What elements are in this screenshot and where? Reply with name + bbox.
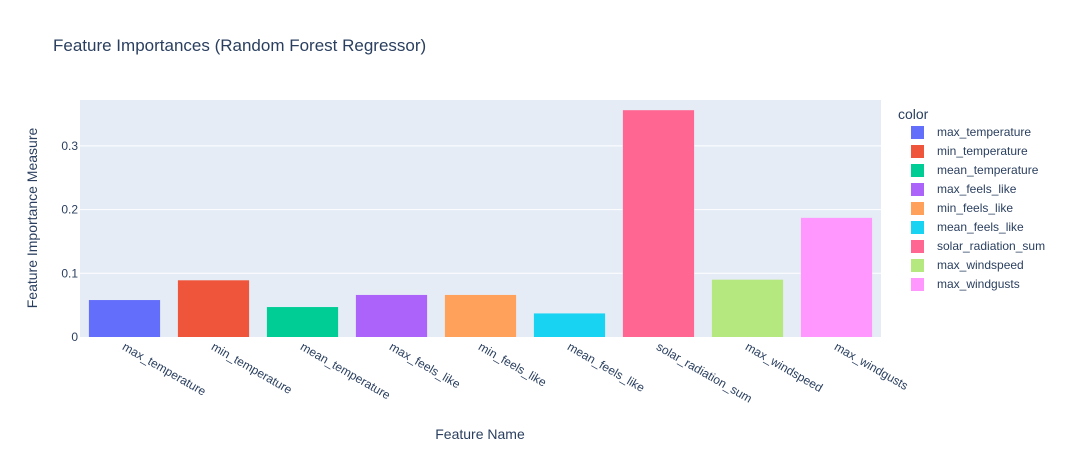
y-tick-label: 0.3 xyxy=(61,139,78,153)
x-tick-label: mean_feels_like xyxy=(565,339,647,395)
y-tick-label: 0.2 xyxy=(61,203,78,217)
x-tick-label: max_temperature xyxy=(120,339,209,398)
x-tick-label: max_windgusts xyxy=(832,339,911,392)
legend-swatch xyxy=(911,221,924,234)
legend-label[interactable]: min_temperature xyxy=(937,144,1028,158)
legend-label[interactable]: min_feels_like xyxy=(937,201,1013,215)
bar-max_temperature[interactable] xyxy=(88,300,161,337)
y-axis-title: Feature Importance Measure xyxy=(24,128,40,309)
legend-label[interactable]: solar_radiation_sum xyxy=(937,239,1045,253)
bar-max_feels_like[interactable] xyxy=(355,294,428,337)
legend-items: max_temperature min_temperature mean_tempe… xyxy=(911,125,1045,291)
grid-lines xyxy=(80,145,881,274)
x-axis-title: Feature Name xyxy=(435,426,525,442)
bar-mean_feels_like[interactable] xyxy=(533,313,606,337)
chart-title: Feature Importances (Random Forest Regre… xyxy=(53,36,426,55)
x-tick-label: min_temperature xyxy=(209,339,295,397)
x-tick-label: mean_temperature xyxy=(298,339,393,402)
legend-swatch xyxy=(911,126,924,139)
x-tick-labels: max_temperature min_temperature mean_tempe… xyxy=(120,339,911,405)
legend-label[interactable]: max_windgusts xyxy=(937,277,1020,291)
x-tick-label: max_windspeed xyxy=(743,339,825,394)
bar-mean_temperature[interactable] xyxy=(266,307,339,337)
legend-swatch xyxy=(911,145,924,158)
bar-min_temperature[interactable] xyxy=(177,280,250,337)
bar-solar_radiation_sum[interactable] xyxy=(622,110,695,338)
x-tick-label: min_feels_like xyxy=(476,339,549,389)
legend-swatch xyxy=(911,240,924,253)
bars xyxy=(88,110,873,338)
legend: color max_temperature min_temperaturemean… xyxy=(898,106,1045,291)
legend-swatch xyxy=(911,183,924,196)
legend-label[interactable]: max_temperature xyxy=(937,125,1031,139)
legend-label[interactable]: max_windspeed xyxy=(937,258,1024,272)
legend-swatch xyxy=(911,202,924,215)
y-tick-label: 0.1 xyxy=(61,266,78,280)
legend-swatch xyxy=(911,278,924,291)
bar-max_windgusts[interactable] xyxy=(800,217,873,337)
bar-min_feels_like[interactable] xyxy=(444,294,517,337)
legend-label[interactable]: mean_feels_like xyxy=(937,220,1024,234)
y-tick-labels: 0 0.1 0.2 0.3 xyxy=(61,139,78,344)
y-tick-label: 0 xyxy=(71,330,78,344)
legend-swatch xyxy=(911,164,924,177)
legend-label[interactable]: mean_temperature xyxy=(937,163,1039,177)
x-tick-label: max_feels_like xyxy=(387,339,463,391)
bar-max_windspeed[interactable] xyxy=(711,279,784,337)
legend-title: color xyxy=(898,106,929,122)
legend-label[interactable]: max_feels_like xyxy=(937,182,1017,196)
legend-swatch xyxy=(911,259,924,272)
x-tick-label: solar_radiation_sum xyxy=(654,339,755,405)
